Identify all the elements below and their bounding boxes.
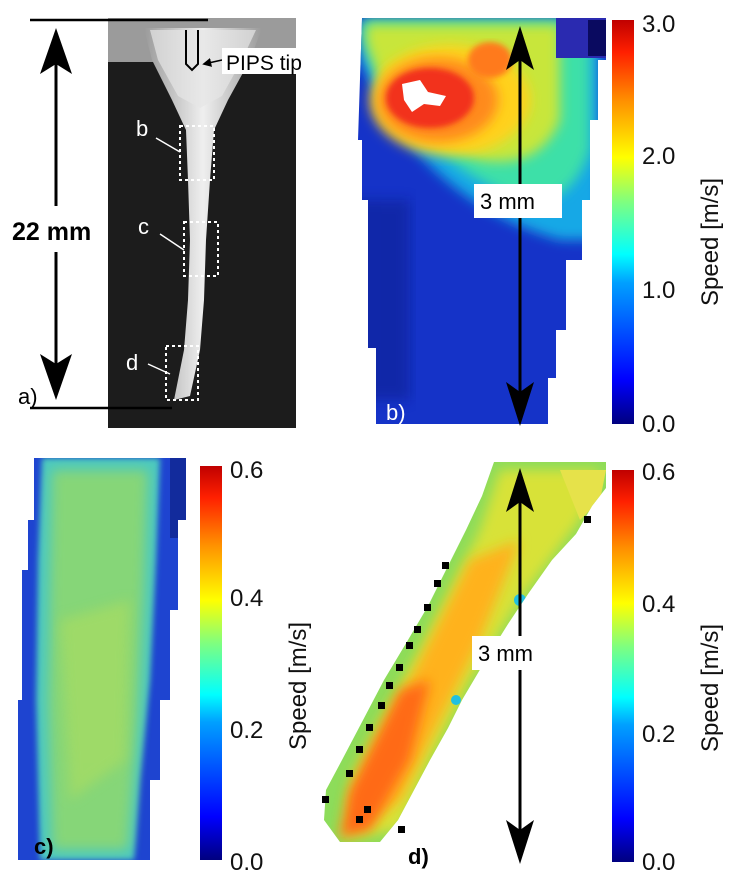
pips-tip-pointer — [202, 58, 223, 67]
panel-c-label: c) — [34, 834, 54, 859]
scale-label-d: 3 mm — [478, 641, 533, 666]
roi-label-b: b — [136, 116, 148, 141]
roi-leader-c — [159, 233, 185, 251]
scale-label-d-bg — [472, 636, 560, 670]
panel-c: c) 0.6 0.4 0.2 0.0 Speed [m/s] — [18, 457, 312, 874]
roi-box-b — [179, 125, 215, 181]
scale-arrow-b-up-head — [506, 26, 534, 70]
scale-label-b: 3 mm — [480, 189, 535, 214]
colorbar-c-tick-1: 0.2 — [230, 717, 263, 744]
colorbar-d-tick-3: 0.6 — [642, 459, 675, 486]
panel-d-heatmap — [324, 462, 606, 842]
colorbar-b-label: Speed [m/s] — [697, 178, 724, 306]
colorbar-d-label: Speed [m/s] — [697, 624, 724, 752]
panel-b-heatmap — [358, 18, 606, 424]
colorbar-c-label: Speed [m/s] — [285, 622, 312, 750]
panel-a: PIPS tip b c d 22 mm a) — [12, 18, 314, 428]
colorbar-c — [200, 466, 222, 860]
colorbar-c-tick-0: 0.0 — [230, 849, 263, 874]
scale-label-b-bg — [474, 184, 562, 218]
panel-c-heatmap — [18, 458, 186, 860]
scale-arrow-d-up-head — [506, 468, 534, 512]
colorbar-c-ticks: 0.6 0.4 0.2 0.0 — [230, 457, 263, 874]
colorbar-b — [612, 20, 634, 424]
colorbar-b-ticks: 3.0 2.0 1.0 0.0 — [642, 11, 675, 438]
panel-d-label: d) — [408, 844, 429, 869]
scale-arrow-b-down-head — [506, 382, 534, 426]
panel-a-label: a) — [18, 384, 38, 409]
panel-d: 3 mm d) 0.6 0.4 0.2 0.0 Speed [m/s] — [322, 459, 724, 874]
colorbar-b-tick-0: 0.0 — [642, 411, 675, 438]
colorbar-c-tick-3: 0.6 — [230, 457, 263, 484]
colorbar-d-ticks: 0.6 0.4 0.2 0.0 — [642, 459, 675, 874]
panel-b-label: b) — [386, 400, 406, 425]
scale-label-22mm: 22 mm — [12, 218, 91, 246]
colorbar-d-tick-1: 0.2 — [642, 721, 675, 748]
panel-b: 3 mm b) 3.0 2.0 1.0 0.0 Speed [m/s] — [358, 11, 724, 438]
scale-arrow-d-down-head — [506, 820, 534, 864]
scale-arrow-down-head — [40, 354, 72, 400]
pips-tip-label: PIPS tip — [226, 52, 302, 75]
colorbar-b-tick-3: 3.0 — [642, 11, 675, 38]
colorbar-b-tick-2: 2.0 — [642, 143, 675, 170]
roi-leader-b — [155, 137, 181, 153]
pips-tip-label-bg — [222, 48, 314, 74]
colorbar-d — [612, 470, 634, 862]
roi-label-c: c — [138, 214, 149, 239]
colorbar-c-tick-2: 0.4 — [230, 585, 263, 612]
roi-leader-d — [147, 363, 171, 375]
scale-arrow-up-head — [40, 28, 72, 74]
root-canal-shape — [144, 28, 262, 400]
roi-box-c — [183, 221, 219, 277]
panel-d-edge-pixels — [322, 516, 591, 833]
colorbar-d-tick-2: 0.4 — [642, 591, 675, 618]
colorbar-d-tick-0: 0.0 — [642, 849, 675, 874]
colorbar-b-tick-1: 1.0 — [642, 277, 675, 304]
pips-tip-icon — [185, 30, 199, 72]
roi-label-d: d — [126, 350, 138, 375]
saturated-region — [402, 80, 446, 112]
